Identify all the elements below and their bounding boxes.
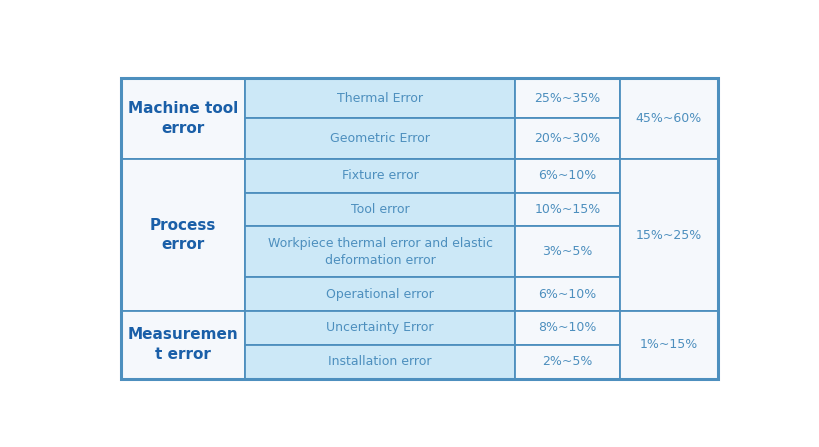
Bar	[245, 227, 515, 277]
Bar	[620, 78, 718, 159]
Bar	[515, 277, 620, 311]
Text: 1%~15%: 1%~15%	[640, 338, 698, 351]
Bar	[620, 159, 718, 311]
Bar	[245, 311, 515, 345]
Text: 6%~10%: 6%~10%	[538, 288, 596, 301]
Text: 20%~30%: 20%~30%	[534, 132, 600, 145]
Bar	[121, 311, 245, 379]
Bar	[245, 78, 515, 118]
Bar	[245, 118, 515, 159]
Bar	[121, 78, 245, 159]
Bar	[515, 227, 620, 277]
Text: 8%~10%: 8%~10%	[538, 321, 596, 334]
Bar	[515, 78, 620, 118]
Text: Uncertainty Error: Uncertainty Error	[326, 321, 434, 334]
Bar	[515, 311, 620, 345]
Bar	[515, 118, 620, 159]
Text: 6%~10%: 6%~10%	[538, 169, 596, 182]
Text: 2%~5%: 2%~5%	[542, 355, 592, 368]
Bar	[515, 193, 620, 227]
Text: 3%~5%: 3%~5%	[542, 245, 592, 258]
Text: Measuremen
t error: Measuremen t error	[128, 327, 238, 362]
Text: Tool error: Tool error	[351, 203, 410, 216]
Text: Workpiece thermal error and elastic
deformation error: Workpiece thermal error and elastic defo…	[268, 237, 492, 267]
Text: 15%~25%: 15%~25%	[636, 228, 702, 241]
Text: Operational error: Operational error	[326, 288, 434, 301]
Bar	[245, 345, 515, 379]
Bar	[245, 159, 515, 193]
Text: 25%~35%: 25%~35%	[534, 92, 600, 105]
Text: Fixture error: Fixture error	[342, 169, 419, 182]
Bar	[620, 311, 718, 379]
Text: Thermal Error: Thermal Error	[337, 92, 423, 105]
Bar	[515, 345, 620, 379]
Text: Geometric Error: Geometric Error	[330, 132, 430, 145]
Text: Installation error: Installation error	[328, 355, 432, 368]
Bar	[515, 159, 620, 193]
Text: Machine tool
error: Machine tool error	[129, 101, 238, 136]
Bar	[245, 277, 515, 311]
Text: 45%~60%: 45%~60%	[636, 112, 702, 125]
Text: Process
error: Process error	[150, 218, 216, 253]
Bar	[121, 78, 718, 379]
Bar	[121, 159, 245, 311]
Bar	[245, 193, 515, 227]
Text: 10%~15%: 10%~15%	[534, 203, 600, 216]
